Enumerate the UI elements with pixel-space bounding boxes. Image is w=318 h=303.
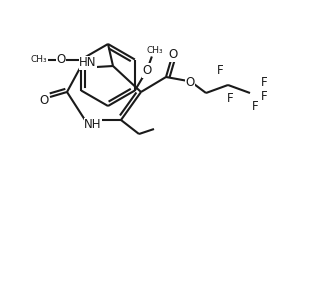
Text: F: F: [252, 101, 258, 114]
Text: F: F: [261, 76, 267, 89]
Text: F: F: [217, 65, 223, 78]
Text: HN: HN: [79, 56, 97, 69]
Text: O: O: [185, 75, 195, 88]
Text: O: O: [39, 94, 49, 106]
Text: O: O: [168, 48, 178, 62]
Text: F: F: [261, 91, 267, 104]
Text: CH₃: CH₃: [31, 55, 47, 64]
Text: NH: NH: [84, 118, 102, 132]
Text: F: F: [227, 92, 233, 105]
Text: O: O: [57, 53, 66, 66]
Text: CH₃: CH₃: [147, 46, 163, 55]
Text: O: O: [142, 64, 151, 77]
